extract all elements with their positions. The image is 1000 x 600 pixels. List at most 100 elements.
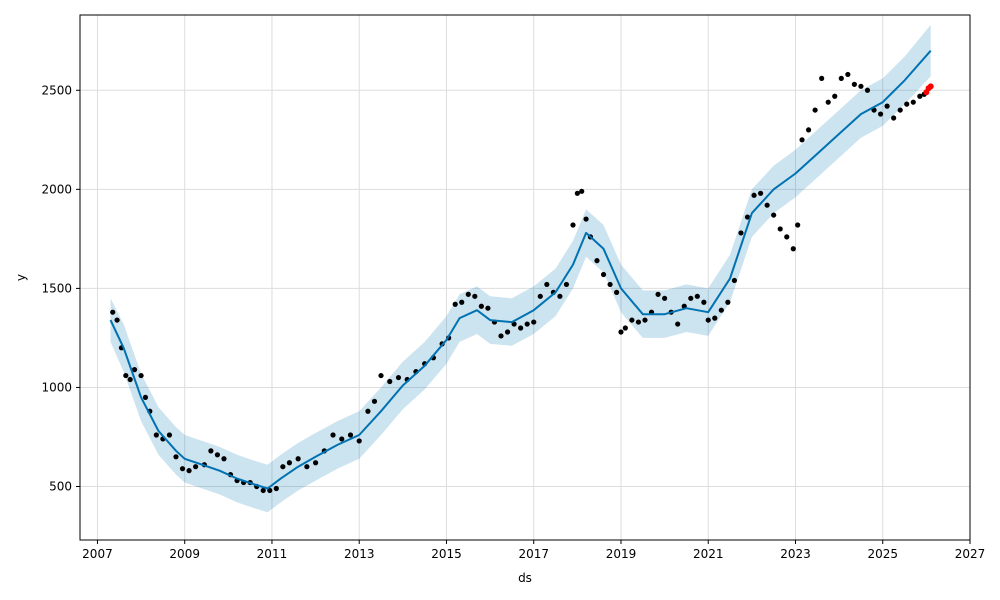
actual-point: [675, 321, 681, 327]
actual-point: [452, 301, 458, 307]
actual-point: [607, 281, 613, 288]
actual-point: [131, 367, 138, 373]
actual-point: [688, 295, 694, 301]
actual-point: [764, 202, 770, 208]
actual-point: [858, 83, 864, 89]
y-axis-ticks: 500 1000 1500 2000 2500: [41, 83, 80, 494]
actual-point: [614, 289, 620, 295]
actual-point: [114, 317, 120, 323]
y-tick-label: 2500: [41, 83, 72, 97]
plot-frame: [79, 14, 971, 541]
actual-point: [378, 372, 384, 379]
x-tick-label: 2015: [431, 547, 462, 561]
y-tick-label: 2000: [41, 182, 72, 196]
actual-point: [395, 374, 402, 381]
actual-point: [864, 87, 871, 93]
actual-point: [771, 212, 777, 218]
actual-point: [214, 452, 221, 458]
actual-point: [347, 432, 354, 438]
x-tick-label: 2019: [606, 547, 637, 561]
x-tick-label: 2017: [518, 547, 549, 561]
actual-point: [579, 188, 585, 194]
actual-point: [208, 448, 214, 454]
y-axis-label: y: [14, 274, 28, 281]
actual-point: [790, 246, 796, 252]
actual-point: [642, 317, 648, 323]
actual-point: [904, 101, 910, 107]
actual-point: [583, 216, 589, 222]
actual-point: [166, 432, 173, 438]
actual-point: [825, 99, 831, 105]
actual-point: [186, 468, 192, 474]
actual-point: [524, 321, 530, 327]
actual-point: [518, 325, 524, 331]
actual-point: [777, 226, 783, 232]
actual-point: [738, 230, 744, 236]
actual-point: [459, 299, 465, 305]
actual-point: [795, 222, 801, 228]
actual-point: [832, 93, 838, 99]
actual-point: [179, 466, 186, 472]
actual-point: [784, 234, 790, 240]
actual-point: [280, 464, 286, 470]
actual-point: [594, 258, 600, 264]
actual-point: [387, 378, 393, 385]
actual-point: [356, 438, 362, 444]
x-tick-label: 2021: [693, 547, 724, 561]
actual-point: [712, 315, 718, 321]
actual-point: [574, 190, 580, 196]
actual-point: [221, 456, 227, 462]
actual-point: [138, 372, 144, 379]
actual-point: [757, 190, 764, 196]
actual-point: [838, 75, 844, 81]
x-tick-label: 2009: [169, 547, 200, 561]
actual-points-layer: [110, 71, 927, 494]
actual-point: [705, 317, 711, 323]
actual-point: [531, 319, 537, 325]
actual-point: [884, 103, 890, 109]
actual-point: [153, 432, 159, 438]
actual-point: [286, 460, 293, 466]
actual-point: [897, 107, 903, 113]
actual-point: [544, 281, 550, 288]
actual-point: [465, 291, 471, 297]
actual-point: [600, 271, 607, 278]
actual-point: [851, 81, 857, 87]
forecast-line: [109, 50, 932, 490]
actual-point: [173, 454, 179, 460]
actual-point: [267, 487, 273, 494]
actual-point: [845, 71, 851, 78]
recent-points-layer: [923, 83, 934, 96]
actual-point: [339, 436, 345, 442]
actual-point: [304, 464, 310, 470]
x-tick-label: 2023: [780, 547, 811, 561]
actual-point: [910, 99, 916, 105]
x-tick-label: 2025: [867, 547, 898, 561]
actual-point: [330, 432, 336, 438]
actual-point: [731, 277, 738, 284]
actual-point: [472, 293, 478, 299]
uncertainty-band: [110, 24, 931, 513]
actual-point: [498, 333, 504, 339]
actual-point: [511, 321, 517, 327]
x-axis-label: ds: [518, 571, 532, 585]
actual-point: [819, 75, 825, 81]
actual-point: [537, 293, 543, 299]
actual-point: [557, 293, 563, 299]
actual-point: [260, 487, 266, 494]
actual-point: [877, 111, 884, 117]
actual-point: [295, 456, 301, 462]
actual-point: [123, 372, 129, 379]
actual-point: [478, 303, 484, 309]
x-tick-label: 2013: [344, 547, 375, 561]
actual-point: [635, 319, 642, 325]
actual-point: [655, 291, 661, 297]
actual-point: [805, 127, 812, 133]
actual-point: [799, 137, 805, 143]
uncertainty-band-layer: [110, 24, 931, 513]
actual-point: [193, 464, 199, 470]
actual-point: [570, 222, 576, 228]
actual-point: [127, 376, 133, 383]
actual-point: [629, 317, 635, 323]
